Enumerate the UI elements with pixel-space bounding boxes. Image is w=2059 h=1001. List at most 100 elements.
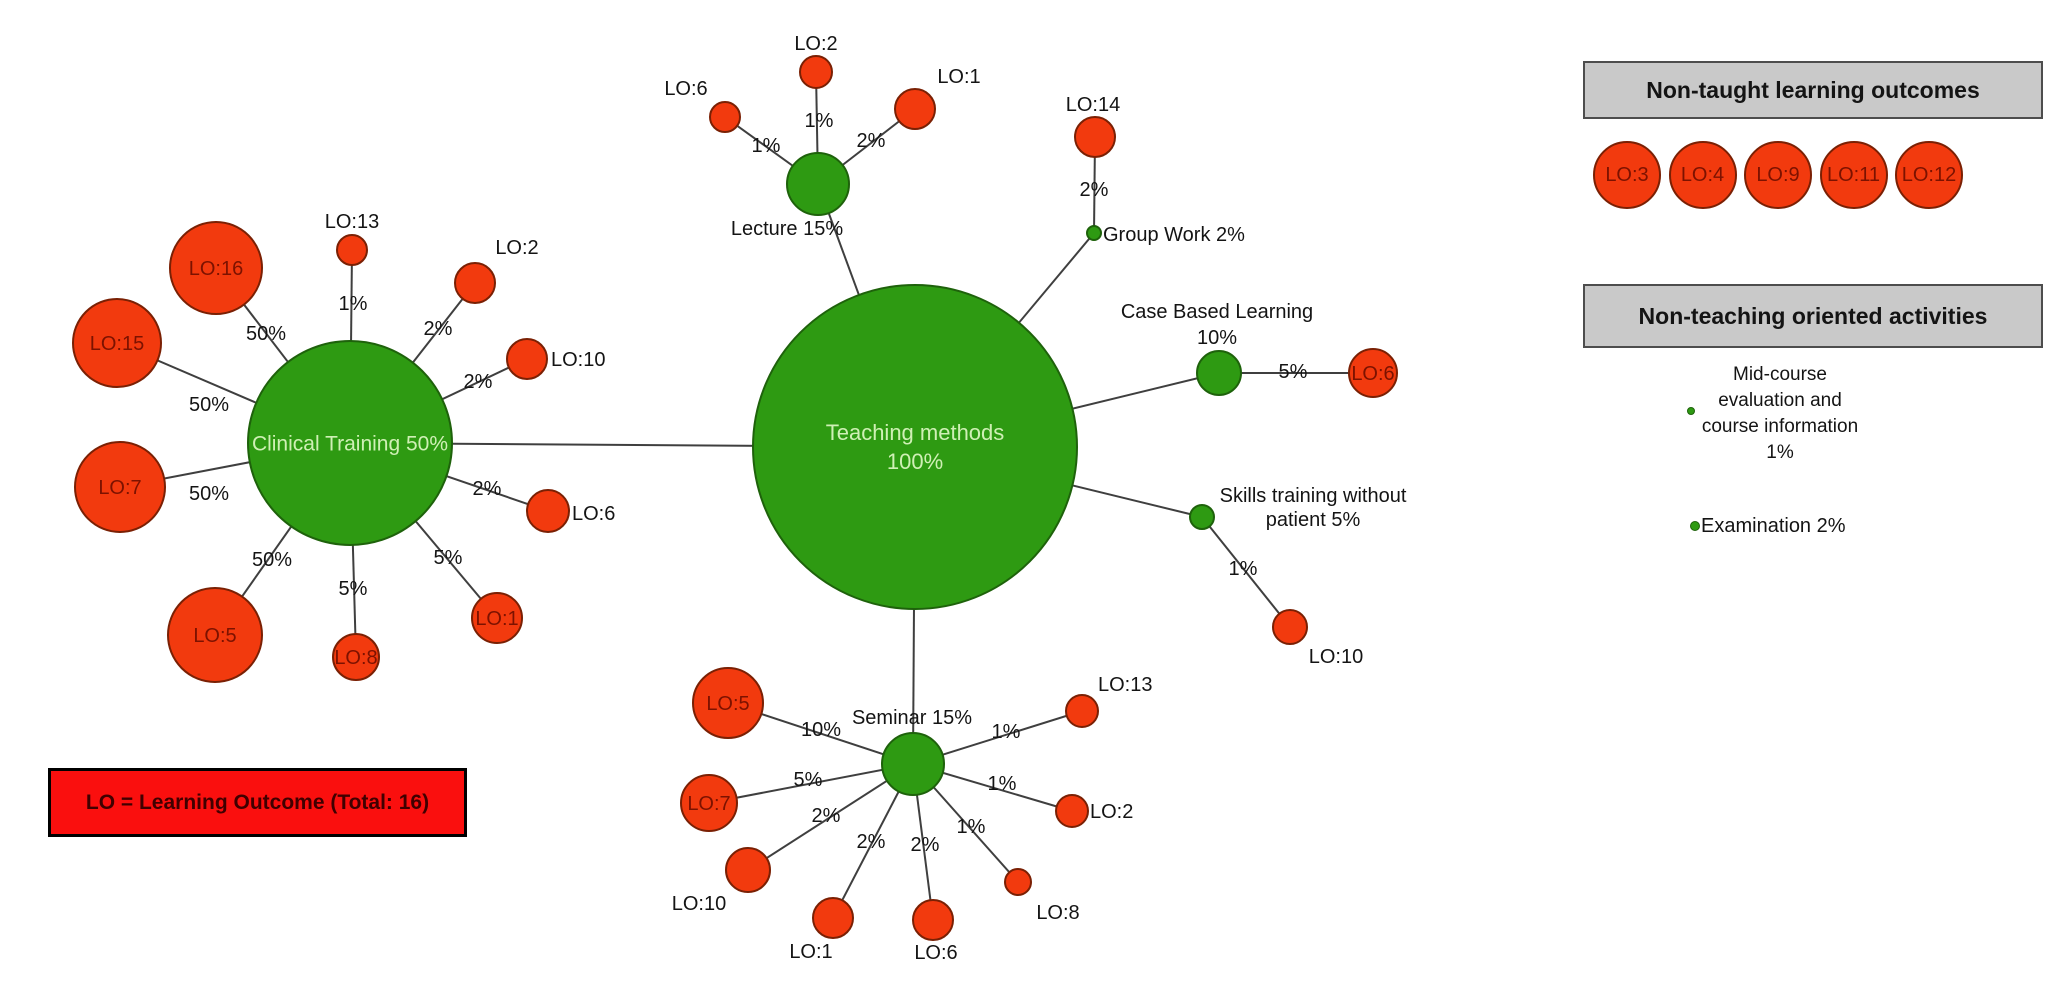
edge-label-clinical-c-lo2: 2%	[424, 318, 453, 340]
activity-label-1: Examination 2%	[1701, 515, 1911, 538]
activity-label-line: Mid-course	[1733, 364, 1827, 385]
node-label-skills: Skills training without patient 5%	[1220, 485, 1407, 531]
node-s-lo7	[680, 774, 738, 832]
non-teaching-title: Non-teaching oriented activities	[1638, 302, 1988, 329]
activity-label-line: course information	[1701, 416, 1859, 437]
node-label-teaching: Teaching methods 100%	[826, 420, 1005, 474]
edge-label-skills-k-lo10: 1%	[1229, 558, 1258, 580]
edge-label-lecture-l-lo2: 1%	[805, 110, 834, 132]
node-s-lo10	[725, 847, 771, 893]
non-taught-outcome-lo-3: LO:3	[1593, 141, 1661, 209]
non-teaching-header: Non-teaching oriented activities	[1583, 284, 2043, 348]
non-taught-outcome-lo-12: LO:12	[1895, 141, 1963, 209]
activity-label-line: Examination 2%	[1701, 515, 1846, 537]
edge-label-seminar-s-lo1: 2%	[857, 831, 886, 853]
node-label-c-lo15: LO:15	[90, 333, 144, 355]
node-seminar	[881, 732, 945, 796]
edge-label-cbl-b-lo6: 5%	[1279, 361, 1308, 383]
edge-label-clinical-c-lo8: 5%	[339, 578, 368, 600]
node-label-l-lo1: LO:1	[937, 66, 980, 88]
node-c-lo7	[74, 441, 166, 533]
edge-label-groupwork-g-lo14: 2%	[1080, 179, 1109, 201]
node-label-groupwork: Group Work 2%	[1103, 224, 1245, 246]
edge-label-seminar-s-lo2: 1%	[988, 773, 1017, 795]
edge-label-lecture-l-lo6: 1%	[752, 135, 781, 157]
node-label-c-lo16: LO:16	[189, 258, 243, 280]
edge-label-clinical-c-lo13: 1%	[339, 293, 368, 315]
edge-label-clinical-c-lo16: 50%	[246, 323, 286, 345]
node-label-s-lo13: LO:13	[1098, 674, 1152, 696]
edge-label-clinical-c-lo7: 50%	[189, 483, 229, 505]
node-s-lo2	[1055, 794, 1089, 828]
legend-box: LO = Learning Outcome (Total: 16)	[48, 768, 467, 837]
activity-label-0: Mid-course evaluation and course informati…	[1690, 362, 1870, 466]
node-label-c-lo6: LO:6	[572, 503, 615, 525]
node-label-c-lo10: LO:10	[551, 349, 605, 371]
node-label-s-lo6: LO:6	[914, 942, 957, 964]
edge-label-seminar-s-lo5: 10%	[801, 719, 841, 741]
node-label-c-lo8: LO:8	[334, 647, 377, 669]
legend-text: LO = Learning Outcome (Total: 16)	[85, 790, 430, 814]
node-l-lo2	[799, 55, 833, 89]
node-skills	[1189, 504, 1215, 530]
node-c-lo5	[167, 587, 263, 683]
non-taught-outcome-lo-4: LO:4	[1668, 141, 1737, 209]
node-g-lo14	[1074, 116, 1116, 158]
activity-dot-1	[1690, 521, 1700, 531]
node-l-lo6	[709, 101, 741, 133]
non-taught-outcome-lo-11: LO:11	[1819, 141, 1888, 209]
edge-label-clinical-c-lo10: 2%	[464, 371, 493, 393]
activity-dot-0	[1687, 407, 1695, 415]
node-label-cbl: Case Based Learning 10%	[1121, 301, 1313, 349]
node-label-s-lo8: LO:8	[1036, 902, 1079, 924]
node-clinical	[247, 340, 453, 546]
node-label-c-lo5: LO:5	[193, 625, 236, 647]
node-c-lo10	[506, 338, 548, 380]
node-label-c-lo7: LO:7	[98, 477, 141, 499]
node-c-lo15	[72, 298, 162, 388]
edge-label-seminar-s-lo7: 5%	[794, 769, 823, 791]
edge-seminar-s-lo10	[747, 763, 914, 871]
edge-label-clinical-c-lo1: 5%	[434, 547, 463, 569]
node-s-lo6	[912, 899, 954, 941]
edge-seminar-s-lo7	[708, 763, 914, 804]
non-taught-title: Non-taught learning outcomes	[1646, 76, 1980, 103]
node-label-s-lo5: LO:5	[706, 693, 749, 715]
node-k-lo10	[1272, 609, 1308, 645]
node-label-c-lo1: LO:1	[475, 608, 518, 630]
activity-label-line: evaluation and	[1718, 390, 1842, 411]
node-label-s-lo7: LO:7	[687, 793, 730, 815]
edge-label-clinical-c-lo15: 50%	[189, 394, 229, 416]
node-label-s-lo1: LO:1	[789, 941, 832, 963]
node-label-b-lo6: LO:6	[1351, 363, 1394, 385]
node-label-clinical: Clinical Training 50%	[252, 432, 448, 455]
edge-label-clinical-c-lo5: 50%	[252, 549, 292, 571]
node-groupwork	[1086, 225, 1102, 241]
node-label-s-lo10: LO:10	[672, 893, 726, 915]
node-c-lo13	[336, 234, 368, 266]
node-label-l-lo2: LO:2	[794, 33, 837, 55]
node-b-lo6	[1348, 348, 1398, 398]
node-c-lo16	[169, 221, 263, 315]
node-c-lo2	[454, 262, 496, 304]
node-c-lo8	[332, 633, 380, 681]
edge-label-seminar-s-lo8: 1%	[957, 816, 986, 838]
node-s-lo5	[692, 667, 764, 739]
non-taught-header: Non-taught learning outcomes	[1583, 61, 2043, 119]
edge-label-seminar-s-lo10: 2%	[812, 805, 841, 827]
node-label-g-lo14: LO:14	[1066, 94, 1120, 116]
node-c-lo6	[526, 489, 570, 533]
node-s-lo13	[1065, 694, 1099, 728]
node-s-lo1	[812, 897, 854, 939]
edge-label-lecture-l-lo1: 2%	[857, 130, 886, 152]
edge-label-clinical-c-lo6: 2%	[473, 478, 502, 500]
node-label-s-lo2: LO:2	[1090, 801, 1133, 823]
activity-label-line: 1%	[1766, 442, 1794, 463]
edge-skills-k-lo10	[1201, 516, 1291, 628]
node-label-c-lo13: LO:13	[325, 211, 379, 233]
node-s-lo8	[1004, 868, 1032, 896]
node-teaching	[752, 284, 1078, 610]
edge-label-seminar-s-lo13: 1%	[992, 721, 1021, 743]
